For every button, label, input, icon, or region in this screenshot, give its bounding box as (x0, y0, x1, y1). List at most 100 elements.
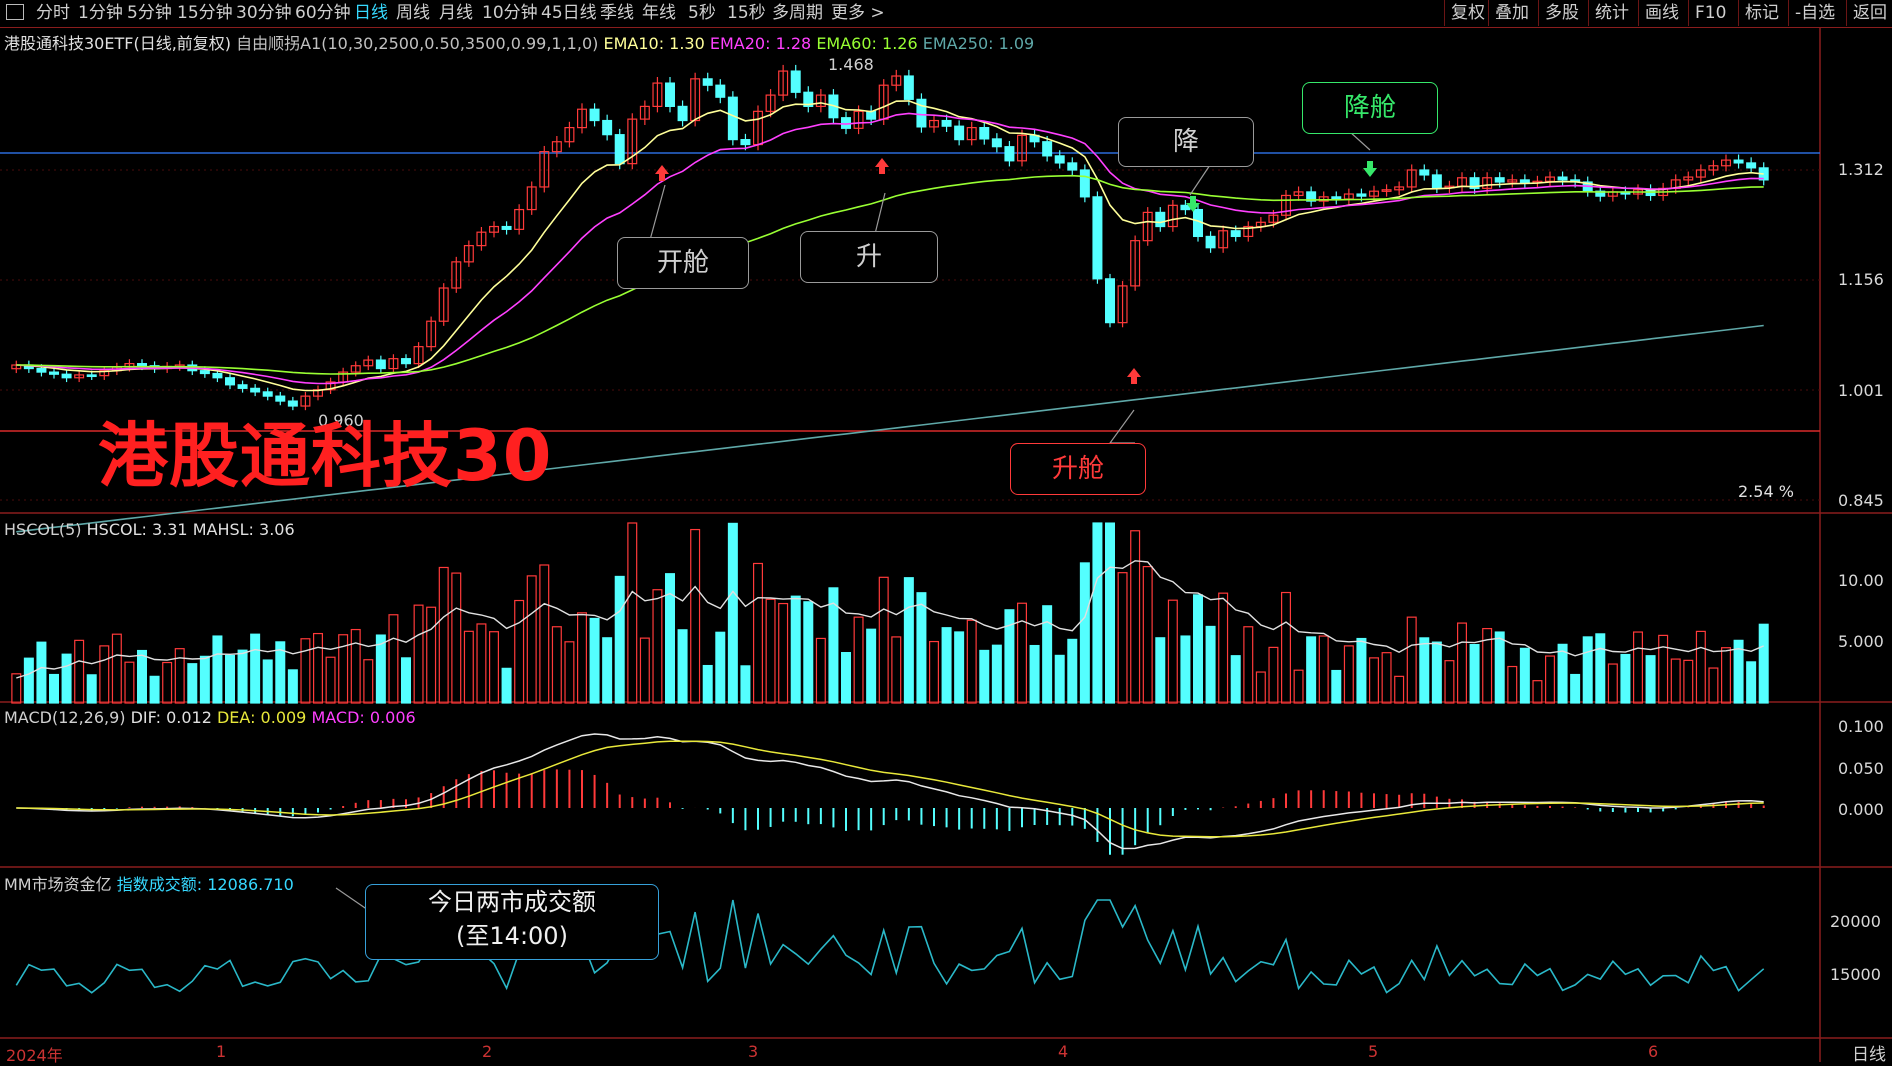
volume-bar (1117, 572, 1128, 704)
tool-multistock[interactable]: 多股 (1538, 0, 1579, 26)
volume-bar (1469, 643, 1480, 704)
volume-bar (187, 663, 198, 704)
indicator-name[interactable]: 自由顺拐A1(10,30,2500,0.50,3500,0.99,1,1,0) (236, 34, 599, 53)
tool-watchlist[interactable]: -自选 (1788, 0, 1835, 26)
bottom-period-label[interactable]: 日线 (1852, 1045, 1886, 1065)
window-icon[interactable] (6, 4, 24, 20)
callout-down: 降 (1118, 117, 1254, 167)
period-fenshi[interactable]: 分时 (36, 3, 70, 23)
candle-body (765, 94, 776, 112)
candle-body (426, 320, 437, 348)
candle-body (36, 367, 47, 373)
hscol-value: HSCOL: 3.31 (86, 520, 188, 539)
volume-bar (1180, 635, 1191, 704)
volume-bar (1519, 647, 1530, 704)
period-15min[interactable]: 15分钟 (177, 3, 233, 23)
volume-bar (350, 628, 361, 704)
volume-bar (1683, 659, 1694, 704)
period-30min[interactable]: 30分钟 (236, 3, 292, 23)
mm-title[interactable]: MM市场资金亿 (4, 875, 112, 894)
tool-mark[interactable]: 标记 (1738, 0, 1779, 26)
candle-body (1394, 186, 1405, 191)
period-5sec[interactable]: 5秒 (688, 3, 716, 23)
candle-body (225, 377, 236, 386)
volume-bar (1582, 636, 1593, 704)
candle-body (1268, 214, 1279, 223)
macd-axis-0: 0.000 (1838, 800, 1884, 819)
candle-body (1507, 179, 1518, 183)
period-quarter[interactable]: 季线 (600, 3, 634, 23)
volume-bar (501, 667, 512, 704)
ema10-line (16, 100, 1764, 392)
volume-bar (702, 664, 713, 704)
volume-bar (639, 637, 650, 704)
candle-body (1016, 134, 1027, 162)
axis-1312: 1.312 (1838, 160, 1884, 179)
macd-axis-01: 0.100 (1838, 717, 1884, 736)
candle-body (1142, 211, 1153, 242)
tool-fuquan[interactable]: 复权 (1444, 0, 1485, 26)
period-5min[interactable]: 5分钟 (127, 3, 172, 23)
period-multi[interactable]: 多周期 (772, 3, 823, 23)
candle-body (1243, 225, 1254, 238)
volume-bar (149, 675, 160, 704)
reduce-signal-arrow (1363, 161, 1377, 177)
period-10min[interactable]: 10分钟 (482, 3, 538, 23)
candle-body (576, 108, 587, 129)
volume-bar (1419, 637, 1430, 704)
volume-title[interactable]: HSCOL(5) (4, 520, 82, 539)
volume-bar (1482, 627, 1493, 704)
candle-body (803, 91, 814, 108)
volume-bar (1758, 623, 1769, 704)
volume-bar (589, 617, 600, 704)
candle-body (1708, 165, 1719, 171)
volume-bar (325, 656, 336, 704)
period-15sec[interactable]: 15秒 (727, 3, 766, 23)
volume-bar (438, 566, 449, 704)
candle-body (1117, 285, 1128, 324)
axis-0845: 0.845 (1838, 491, 1884, 510)
volume-bar (287, 669, 298, 704)
tool-f10[interactable]: F10 (1688, 0, 1726, 26)
candle-body (413, 346, 424, 365)
period-day[interactable]: 日线 (354, 3, 388, 23)
period-60min[interactable]: 60分钟 (295, 3, 351, 23)
volume-bar (36, 641, 47, 704)
candle-body (514, 208, 525, 230)
volume-bar (1029, 644, 1040, 704)
volume-bar (74, 639, 85, 704)
candle-body (564, 127, 575, 143)
candle-body (664, 82, 675, 108)
period-45day[interactable]: 45日线 (541, 3, 597, 23)
candle-body (1331, 196, 1342, 200)
volume-bar (338, 634, 349, 704)
candle-body (1419, 169, 1430, 176)
period-week[interactable]: 周线 (396, 3, 430, 23)
volume-bar (1356, 637, 1367, 704)
dea-line (16, 740, 1764, 838)
note-pointer (335, 887, 369, 911)
low-label: 0.960 (318, 411, 364, 430)
volume-bar (86, 674, 97, 704)
volume-bar (752, 562, 763, 704)
tool-draw[interactable]: 画线 (1638, 0, 1679, 26)
candle-body (363, 359, 374, 367)
period-1min[interactable]: 1分钟 (78, 3, 123, 23)
tool-overlay[interactable]: 叠加 (1488, 0, 1529, 26)
period-year[interactable]: 年线 (642, 3, 676, 23)
tool-stats[interactable]: 统计 (1588, 0, 1629, 26)
mm-axis-20000: 20000 (1830, 912, 1881, 931)
volume-bar (966, 619, 977, 704)
volume-bar (1079, 562, 1090, 704)
x-label-3: 3 (748, 1042, 759, 1061)
candle-body (539, 151, 550, 188)
period-month[interactable]: 月线 (439, 3, 473, 23)
more-menu[interactable]: 更多 > (831, 3, 885, 23)
volume-bar (1406, 616, 1417, 704)
volume-bar (677, 629, 688, 704)
volume-legend: HSCOL(5) HSCOL: 3.31 MAHSL: 3.06 (4, 520, 295, 539)
tool-back[interactable]: 返回 (1846, 0, 1887, 26)
volume-bar (1381, 652, 1392, 704)
macd-title[interactable]: MACD(12,26,9) (4, 708, 126, 727)
